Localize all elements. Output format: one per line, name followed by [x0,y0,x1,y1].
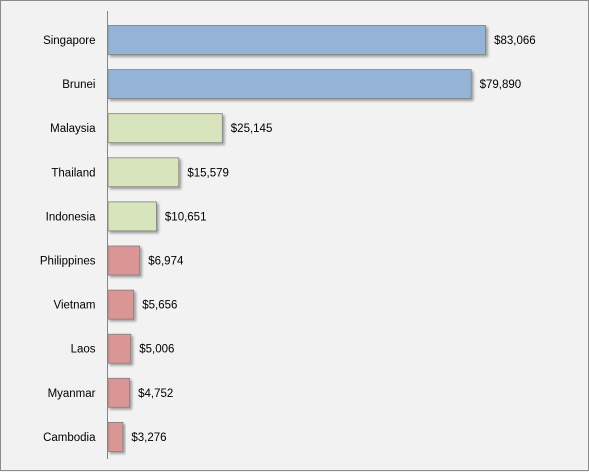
category-label: Cambodia [43,432,96,444]
category-label: Singapore [43,35,95,47]
bar-vietnam [107,289,135,320]
bar-singapore [107,25,486,55]
value-labels: $83,066 $79,890 $25,145 $15,579 $10,651 $6,97… [131,35,535,444]
value-label: $4,752 [138,388,173,400]
bar-brunei [107,69,472,99]
bar-myanmar [107,377,131,408]
category-label: Brunei [62,79,95,91]
value-label: $3,276 [131,432,166,444]
category-label: Thailand [51,167,95,179]
value-label: $79,890 [480,79,522,91]
category-label: Laos [71,344,96,356]
bar-indonesia [107,201,157,232]
category-label: Indonesia [46,211,96,223]
category-label: Malaysia [50,123,96,135]
category-label: Philippines [40,256,96,268]
value-label: $6,974 [148,256,184,268]
bar-thailand [107,157,180,188]
bar-malaysia [107,113,223,144]
value-label: $10,651 [165,211,207,223]
value-label: $5,656 [142,300,177,312]
category-label: Myanmar [48,388,96,400]
value-label: $83,066 [494,35,536,47]
bar-cambodia [107,421,124,452]
value-label: $15,579 [187,167,229,179]
bar-laos [107,333,132,364]
bar-philippines [107,245,141,276]
category-labels: Singapore Brunei Malaysia Thailand Indonesia… [40,35,96,444]
bars-layer [107,25,486,452]
category-label: Vietnam [54,300,96,312]
value-label: $5,006 [139,344,174,356]
value-label: $25,145 [231,123,273,135]
